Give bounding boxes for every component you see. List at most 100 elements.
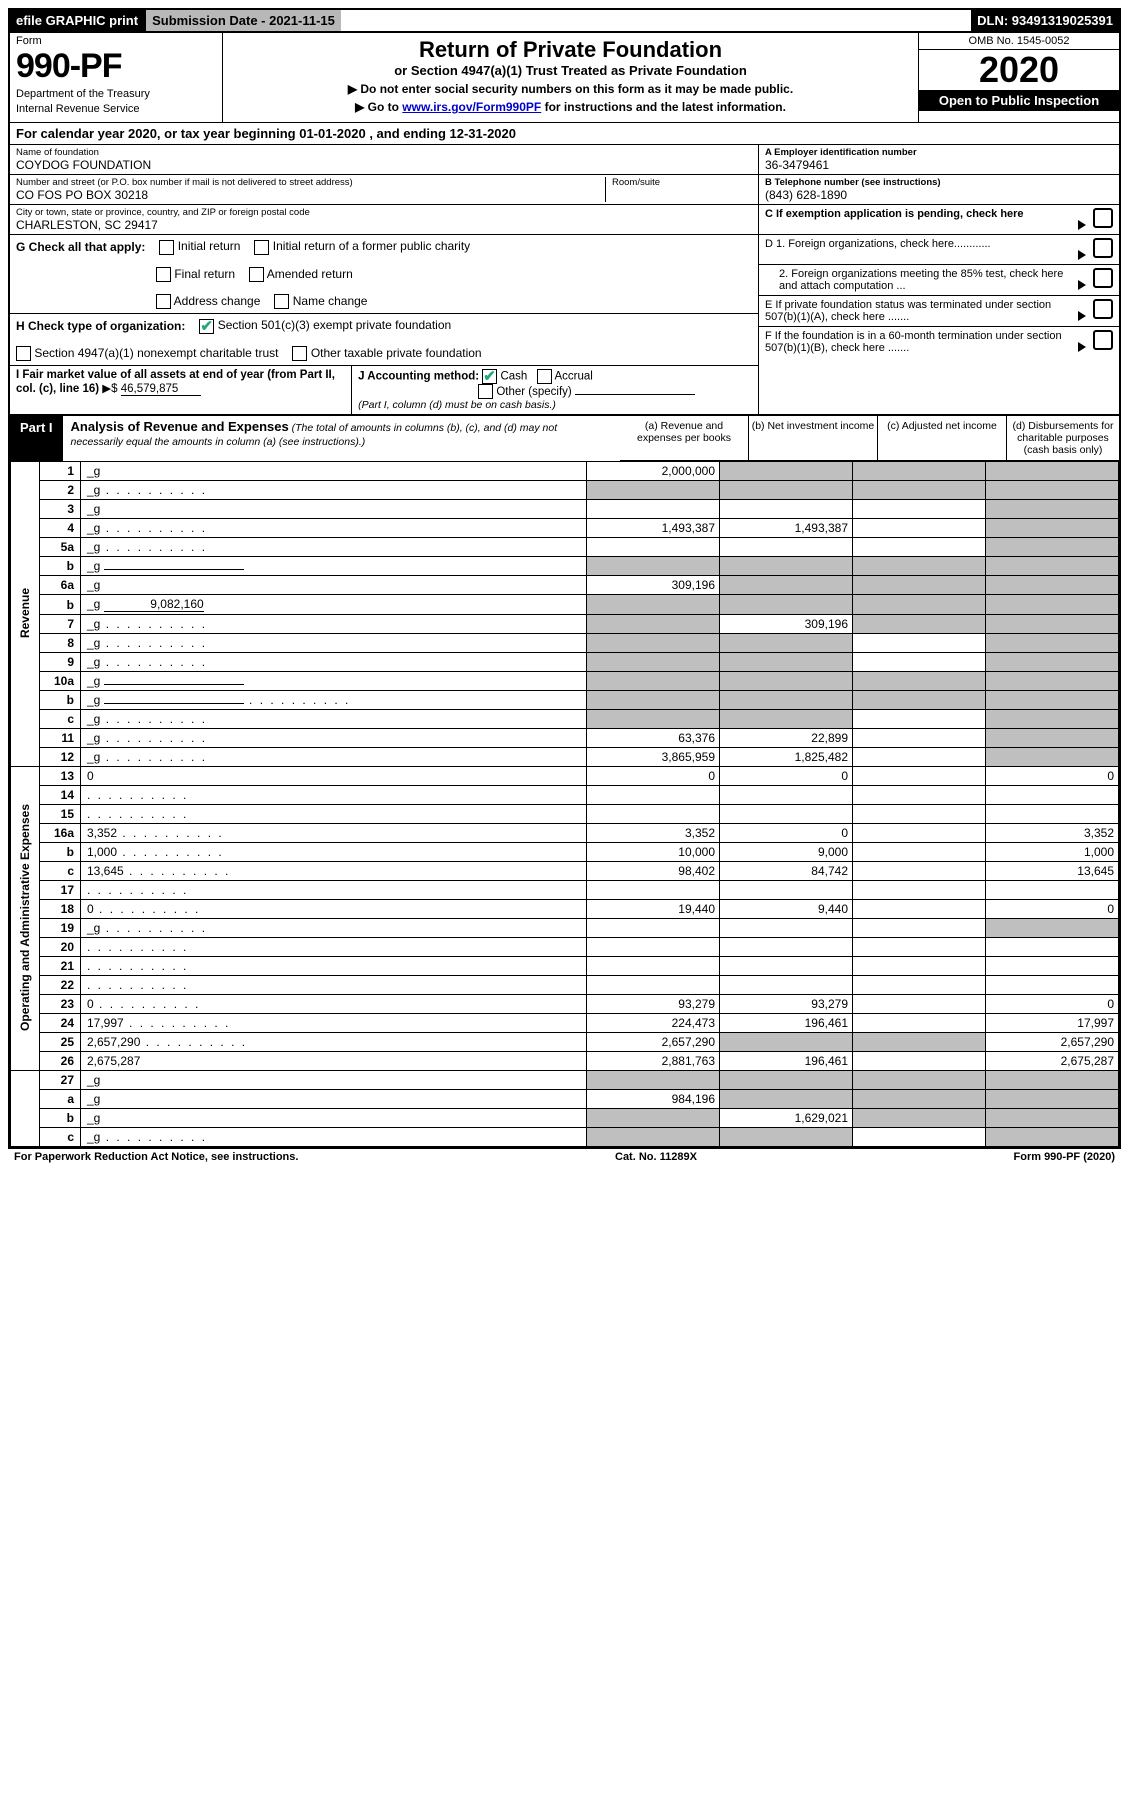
line-desc — [81, 976, 587, 995]
part1-tab: Part I — [10, 416, 63, 461]
form-title: Return of Private Foundation — [231, 37, 910, 63]
cb-501c3[interactable] — [199, 319, 214, 334]
entity-right: A Employer identification number 36-3479… — [758, 145, 1119, 234]
amount-cell-grey — [986, 672, 1119, 691]
amount-cell-grey — [587, 672, 720, 691]
cb-amended[interactable] — [249, 267, 264, 282]
c-checkbox[interactable] — [1093, 208, 1113, 228]
g-label: G Check all that apply: — [16, 240, 145, 254]
column-headers: (a) Revenue and expenses per books (b) N… — [620, 416, 1119, 461]
amount-cell — [853, 500, 986, 519]
irs-link[interactable]: www.irs.gov/Form990PF — [402, 100, 541, 114]
amount-cell-grey — [853, 595, 986, 615]
amount-cell-grey — [986, 634, 1119, 653]
line-number: 6a — [40, 576, 81, 595]
amount-cell — [587, 919, 720, 938]
amount-cell — [986, 938, 1119, 957]
amount-cell-grey — [720, 653, 853, 672]
footer-left: For Paperwork Reduction Act Notice, see … — [14, 1151, 298, 1163]
e-arrow-icon — [1078, 311, 1086, 321]
f-row: F If the foundation is in a 60-month ter… — [759, 327, 1119, 357]
amount-cell — [853, 1014, 986, 1033]
e-checkbox[interactable] — [1093, 299, 1113, 319]
line-number: b — [40, 557, 81, 576]
amount-cell-grey — [720, 710, 853, 729]
amount-cell — [853, 1052, 986, 1071]
amount-cell-grey — [986, 557, 1119, 576]
f-checkbox[interactable] — [1093, 330, 1113, 350]
amount-cell-grey — [986, 729, 1119, 748]
e-label: E If private foundation status was termi… — [765, 299, 1078, 323]
j-note: (Part I, column (d) must be on cash basi… — [358, 399, 556, 411]
col-c-hdr: (c) Adjusted net income — [877, 416, 1006, 460]
amount-cell: 984,196 — [587, 1090, 720, 1109]
d1-checkbox[interactable] — [1093, 238, 1113, 258]
amount-cell: 0 — [720, 767, 853, 786]
amount-cell-grey — [986, 1071, 1119, 1090]
amount-cell — [853, 938, 986, 957]
opt-initial: Initial return — [178, 239, 241, 253]
amount-cell-grey — [720, 595, 853, 615]
cb-other-method[interactable] — [478, 384, 493, 399]
amount-cell: 98,402 — [587, 862, 720, 881]
entity-left: Name of foundation COYDOG FOUNDATION Num… — [10, 145, 758, 234]
line-desc: _g — [81, 1071, 587, 1090]
part1-title-block: Part I Analysis of Revenue and Expenses … — [10, 416, 620, 461]
ein: 36-3479461 — [765, 158, 1113, 172]
addr-label: Number and street (or P.O. box number if… — [16, 177, 605, 188]
amount-cell — [853, 824, 986, 843]
tel-label: B Telephone number (see instructions) — [765, 177, 1113, 188]
line-desc: _g — [81, 557, 587, 576]
part1-table: Revenue1_g2,000,0002_g3_g4_g1,493,3871,4… — [10, 461, 1119, 1147]
amount-cell: 2,000,000 — [587, 462, 720, 481]
d2-checkbox[interactable] — [1093, 268, 1113, 288]
d1-label: D 1. Foreign organizations, check here..… — [765, 238, 1078, 250]
table-row: 12_g3,865,9591,825,482 — [11, 748, 1119, 767]
line-desc: _g — [81, 576, 587, 595]
opt-other-tax: Other taxable private foundation — [311, 346, 482, 360]
instr-post: for instructions and the latest informat… — [541, 100, 786, 114]
amount-cell-grey — [986, 519, 1119, 538]
i-value: 46,579,875 — [121, 383, 201, 396]
line-number: c — [40, 862, 81, 881]
cb-cash[interactable] — [482, 369, 497, 384]
city: CHARLESTON, SC 29417 — [16, 218, 752, 232]
table-row: b_g1,629,021 — [11, 1109, 1119, 1128]
amount-cell-grey — [720, 576, 853, 595]
amount-cell: 22,899 — [720, 729, 853, 748]
amount-cell — [587, 538, 720, 557]
amount-cell: 3,352 — [986, 824, 1119, 843]
amount-cell — [853, 634, 986, 653]
line-desc: 2,657,290 — [81, 1033, 587, 1052]
cb-name-change[interactable] — [274, 294, 289, 309]
amount-cell-grey — [587, 557, 720, 576]
amount-cell — [587, 881, 720, 900]
ein-cell: A Employer identification number 36-3479… — [759, 145, 1119, 175]
cb-final[interactable] — [156, 267, 171, 282]
cb-initial[interactable] — [159, 240, 174, 255]
line-number: 5a — [40, 538, 81, 557]
cb-4947[interactable] — [16, 346, 31, 361]
cb-accrual[interactable] — [537, 369, 552, 384]
table-row: 15 — [11, 805, 1119, 824]
checks-right: D 1. Foreign organizations, check here..… — [758, 235, 1119, 414]
amount-cell — [720, 500, 853, 519]
cb-other-tax[interactable] — [292, 346, 307, 361]
line-desc: 1,000 — [81, 843, 587, 862]
amount-cell — [853, 767, 986, 786]
amount-cell: 1,629,021 — [720, 1109, 853, 1128]
amount-cell-grey — [853, 691, 986, 710]
amount-cell: 0 — [986, 767, 1119, 786]
opt-name-change: Name change — [293, 294, 368, 308]
amount-cell — [720, 786, 853, 805]
d2-arrow-icon — [1078, 280, 1086, 290]
form-id-block: Form 990-PF Department of the Treasury I… — [10, 33, 223, 122]
amount-cell — [720, 957, 853, 976]
table-row: 2417,997224,473196,46117,997 — [11, 1014, 1119, 1033]
amount-cell-grey — [986, 691, 1119, 710]
cb-initial-former[interactable] — [254, 240, 269, 255]
amount-cell-grey — [986, 538, 1119, 557]
line-number: 17 — [40, 881, 81, 900]
cb-addr-change[interactable] — [156, 294, 171, 309]
table-row: 16a3,3523,35203,352 — [11, 824, 1119, 843]
